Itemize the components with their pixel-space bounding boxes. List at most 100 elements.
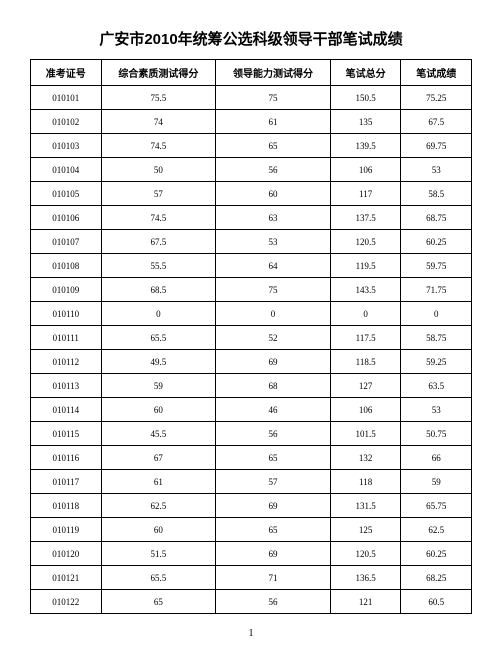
table-cell: 139.5 xyxy=(330,134,401,158)
table-cell: 52 xyxy=(216,326,331,350)
table-cell: 69 xyxy=(216,542,331,566)
table-row: 01011545.556101.550.75 xyxy=(31,422,472,446)
table-cell: 53 xyxy=(401,158,472,182)
table-cell: 65.5 xyxy=(101,566,216,590)
table-cell: 53 xyxy=(216,230,331,254)
table-cell: 65.75 xyxy=(401,494,472,518)
table-cell: 010107 xyxy=(31,230,102,254)
score-table: 准考证号综合素质测试得分领导能力测试得分笔试总分笔试成绩 01010175.57… xyxy=(30,59,472,614)
table-cell: 75.25 xyxy=(401,86,472,110)
table-row: 010113596812763.5 xyxy=(31,374,472,398)
table-cell: 71.75 xyxy=(401,278,472,302)
table-cell: 62.5 xyxy=(101,494,216,518)
table-cell: 67.5 xyxy=(401,110,472,134)
table-cell: 010110 xyxy=(31,302,102,326)
table-cell: 74.5 xyxy=(101,134,216,158)
table-row: 01010968.575143.571.75 xyxy=(31,278,472,302)
table-row: 01012051.569120.560.25 xyxy=(31,542,472,566)
table-cell: 75 xyxy=(216,86,331,110)
table-cell: 51.5 xyxy=(101,542,216,566)
table-cell: 61 xyxy=(216,110,331,134)
table-row: 010122655612160.5 xyxy=(31,590,472,614)
page-number: 1 xyxy=(0,628,502,639)
table-cell: 010102 xyxy=(31,110,102,134)
table-cell: 59 xyxy=(401,470,472,494)
table-row: 01011165.552117.558.75 xyxy=(31,326,472,350)
table-cell: 71 xyxy=(216,566,331,590)
table-cell: 010118 xyxy=(31,494,102,518)
table-cell: 0 xyxy=(216,302,331,326)
table-cell: 49.5 xyxy=(101,350,216,374)
table-cell: 150.5 xyxy=(330,86,401,110)
table-cell: 68.75 xyxy=(401,206,472,230)
table-body: 01010175.575150.575.25010102746113567.50… xyxy=(31,86,472,614)
table-row: 01010175.575150.575.25 xyxy=(31,86,472,110)
table-cell: 120.5 xyxy=(330,542,401,566)
table-cell: 010114 xyxy=(31,398,102,422)
table-cell: 121 xyxy=(330,590,401,614)
table-cell: 68 xyxy=(216,374,331,398)
table-cell: 65 xyxy=(216,518,331,542)
table-cell: 59 xyxy=(101,374,216,398)
table-cell: 137.5 xyxy=(330,206,401,230)
column-header: 准考证号 xyxy=(31,60,102,86)
table-cell: 69 xyxy=(216,494,331,518)
table-header: 准考证号综合素质测试得分领导能力测试得分笔试总分笔试成绩 xyxy=(31,60,472,86)
table-row: 01010767.553120.560.25 xyxy=(31,230,472,254)
table-row: 01010674.563137.568.75 xyxy=(31,206,472,230)
table-cell: 63.5 xyxy=(401,374,472,398)
table-cell: 60.25 xyxy=(401,230,472,254)
table-cell: 74 xyxy=(101,110,216,134)
table-cell: 64 xyxy=(216,254,331,278)
table-cell: 75.5 xyxy=(101,86,216,110)
table-cell: 69 xyxy=(216,350,331,374)
table-cell: 69.75 xyxy=(401,134,472,158)
table-cell: 117 xyxy=(330,182,401,206)
table-cell: 58.75 xyxy=(401,326,472,350)
table-cell: 010112 xyxy=(31,350,102,374)
table-cell: 010108 xyxy=(31,254,102,278)
table-cell: 46 xyxy=(216,398,331,422)
table-row: 010114604610653 xyxy=(31,398,472,422)
table-cell: 010106 xyxy=(31,206,102,230)
table-cell: 53 xyxy=(401,398,472,422)
table-row: 01010855.564119.559.75 xyxy=(31,254,472,278)
table-cell: 68.25 xyxy=(401,566,472,590)
table-cell: 56 xyxy=(216,422,331,446)
column-header: 笔试总分 xyxy=(330,60,401,86)
table-cell: 55.5 xyxy=(101,254,216,278)
table-cell: 010115 xyxy=(31,422,102,446)
table-cell: 120.5 xyxy=(330,230,401,254)
table-cell: 60.5 xyxy=(401,590,472,614)
table-cell: 50 xyxy=(101,158,216,182)
table-row: 0101100000 xyxy=(31,302,472,326)
table-cell: 58.5 xyxy=(401,182,472,206)
table-cell: 45.5 xyxy=(101,422,216,446)
document-page: 广安市2010年统筹公选科级领导干部笔试成绩 准考证号综合素质测试得分领导能力测… xyxy=(0,0,502,624)
table-cell: 60 xyxy=(216,182,331,206)
table-row: 010102746113567.5 xyxy=(31,110,472,134)
table-cell: 57 xyxy=(101,182,216,206)
table-row: 010104505610653 xyxy=(31,158,472,182)
table-cell: 56 xyxy=(216,158,331,182)
table-cell: 67 xyxy=(101,446,216,470)
table-row: 01011249.569118.559.25 xyxy=(31,350,472,374)
table-cell: 59.75 xyxy=(401,254,472,278)
table-cell: 0 xyxy=(401,302,472,326)
table-row: 01010374.565139.569.75 xyxy=(31,134,472,158)
table-cell: 68.5 xyxy=(101,278,216,302)
table-row: 010105576011758.5 xyxy=(31,182,472,206)
table-cell: 65 xyxy=(216,446,331,470)
table-cell: 50.75 xyxy=(401,422,472,446)
table-cell: 118 xyxy=(330,470,401,494)
table-row: 010116676513266 xyxy=(31,446,472,470)
table-cell: 010103 xyxy=(31,134,102,158)
table-cell: 010111 xyxy=(31,326,102,350)
table-cell: 75 xyxy=(216,278,331,302)
table-cell: 131.5 xyxy=(330,494,401,518)
table-cell: 010122 xyxy=(31,590,102,614)
table-cell: 136.5 xyxy=(330,566,401,590)
table-cell: 010109 xyxy=(31,278,102,302)
table-cell: 010113 xyxy=(31,374,102,398)
table-cell: 0 xyxy=(330,302,401,326)
